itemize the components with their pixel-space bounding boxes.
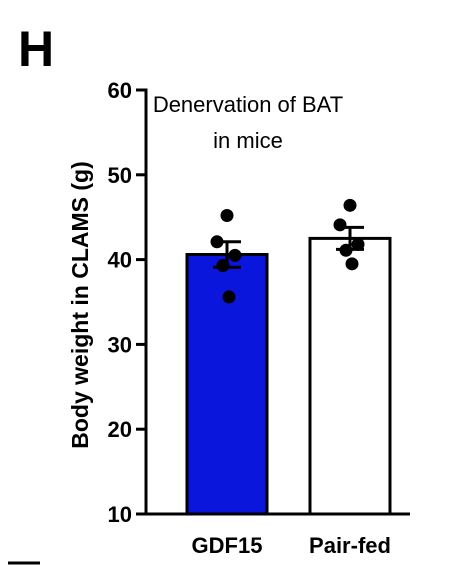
data-point-gdf15-4 [216, 259, 230, 273]
data-point-gdf15-3 [228, 248, 242, 262]
bars [185, 236, 392, 516]
data-point-pair-fed-2 [333, 218, 347, 232]
y-tick-label-20: 20 [108, 417, 132, 442]
category-label-gdf15: GDF15 [192, 533, 263, 558]
y-tick-label-10: 10 [108, 502, 132, 527]
chart-title-line-1: Denervation of BAT [153, 92, 343, 117]
category-label-pair-fed: Pair-fed [309, 533, 391, 558]
y-tick-label-50: 50 [108, 163, 132, 188]
data-point-pair-fed-5 [345, 257, 359, 271]
y-tick-label-30: 30 [108, 332, 132, 357]
data-point-pair-fed-3 [351, 237, 365, 251]
panel-letter: H [18, 21, 54, 77]
y-axis-label-group: Body weight in CLAMS (g) [67, 161, 93, 448]
data-point-pair-fed-4 [339, 243, 353, 257]
chart-title-line-2: in mice [213, 128, 283, 153]
bar-pair-fed [308, 236, 392, 516]
y-tick-label-60: 60 [108, 78, 132, 103]
data-point-gdf15-2 [210, 235, 224, 249]
data-point-gdf15-1 [220, 209, 234, 223]
category-labels: GDF15 Pair-fed [192, 533, 391, 558]
data-point-pair-fed-1 [343, 198, 357, 212]
data-point-gdf15-5 [222, 290, 236, 304]
y-tick-label-40: 40 [108, 248, 132, 273]
y-axis-ticks: 10 20 30 40 50 60 [108, 78, 146, 527]
y-axis-label: Body weight in CLAMS (g) [67, 161, 93, 448]
data-points [210, 198, 365, 304]
